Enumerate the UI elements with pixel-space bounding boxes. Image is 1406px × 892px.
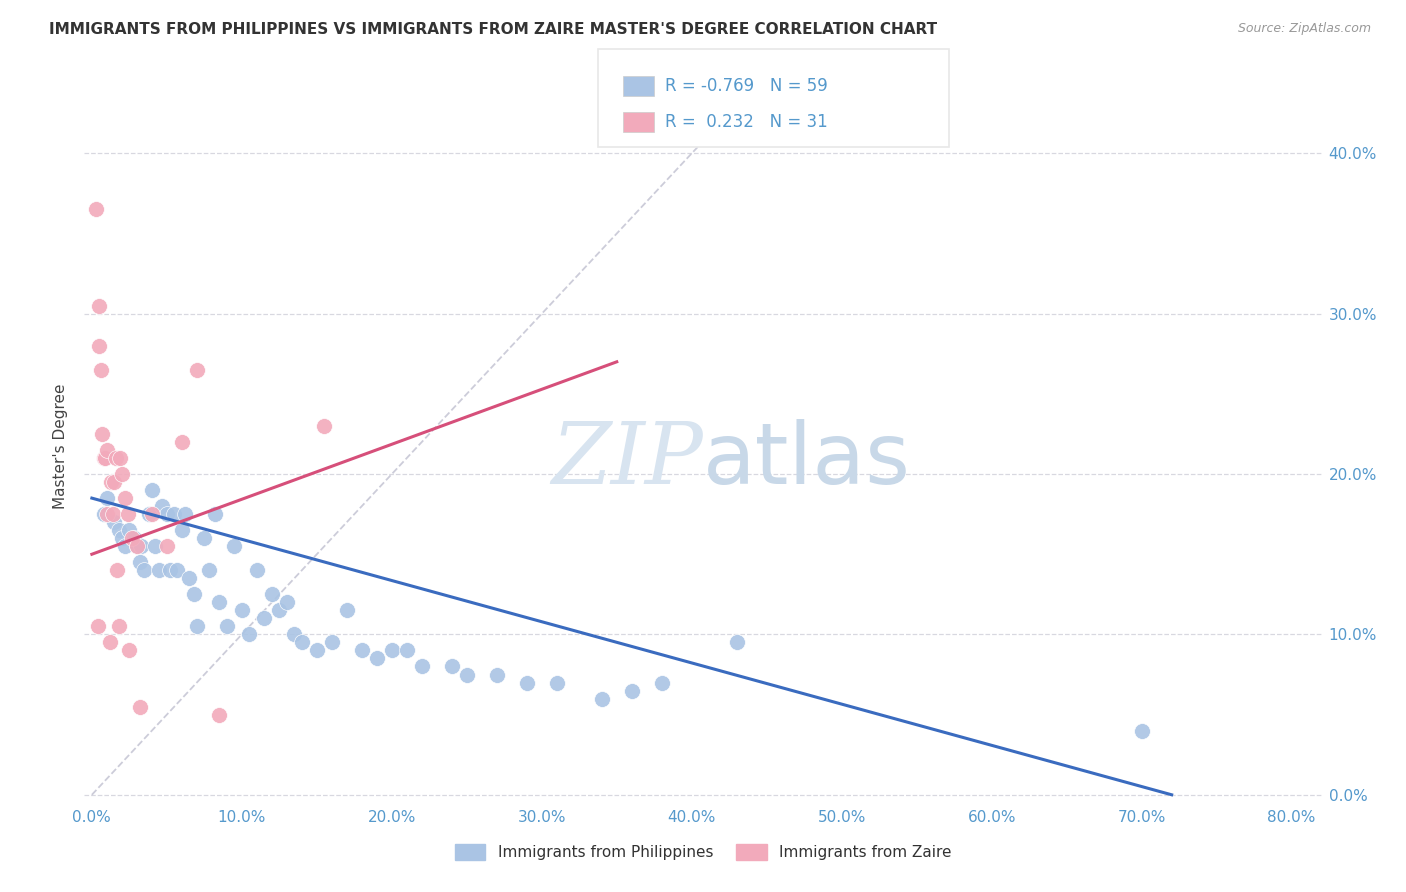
Point xyxy=(193,531,215,545)
Point xyxy=(134,563,156,577)
Point xyxy=(179,571,201,585)
Point xyxy=(110,450,132,465)
Point xyxy=(170,523,193,537)
Point xyxy=(91,427,114,442)
Point xyxy=(103,475,125,489)
Point xyxy=(105,563,128,577)
Point xyxy=(224,539,246,553)
Point xyxy=(166,563,188,577)
Point xyxy=(440,659,463,673)
Point xyxy=(163,507,186,521)
Point xyxy=(108,619,131,633)
Point xyxy=(103,515,125,529)
Point xyxy=(87,619,110,633)
Text: R = -0.769   N = 59: R = -0.769 N = 59 xyxy=(665,77,828,95)
Point xyxy=(183,587,205,601)
Point xyxy=(122,531,145,545)
Text: ZIP: ZIP xyxy=(551,419,703,501)
Text: IMMIGRANTS FROM PHILIPPINES VS IMMIGRANTS FROM ZAIRE MASTER'S DEGREE CORRELATION: IMMIGRANTS FROM PHILIPPINES VS IMMIGRANT… xyxy=(49,22,938,37)
Point xyxy=(366,651,388,665)
Point xyxy=(118,523,141,537)
Point xyxy=(381,643,404,657)
Point xyxy=(321,635,343,649)
Point xyxy=(456,667,478,681)
Point xyxy=(96,442,118,457)
Point xyxy=(94,450,117,465)
Point xyxy=(138,507,160,521)
Point xyxy=(725,635,748,649)
Point xyxy=(93,507,115,521)
Point xyxy=(125,539,148,553)
Text: atlas: atlas xyxy=(703,418,911,502)
Point xyxy=(269,603,291,617)
Point xyxy=(156,539,179,553)
Text: R =  0.232   N = 31: R = 0.232 N = 31 xyxy=(665,113,828,131)
Point xyxy=(186,619,208,633)
Point xyxy=(253,611,276,625)
Point xyxy=(143,539,166,553)
Point xyxy=(246,563,269,577)
Point xyxy=(128,555,150,569)
Point xyxy=(118,643,141,657)
Point xyxy=(96,507,118,521)
Point xyxy=(114,539,136,553)
Point xyxy=(93,450,115,465)
Point xyxy=(170,435,193,450)
Point xyxy=(591,691,613,706)
Legend: Immigrants from Philippines, Immigrants from Zaire: Immigrants from Philippines, Immigrants … xyxy=(449,838,957,866)
Point xyxy=(128,699,150,714)
Point xyxy=(651,675,673,690)
Point xyxy=(350,643,373,657)
Point xyxy=(516,675,538,690)
Point xyxy=(104,450,127,465)
Point xyxy=(485,667,508,681)
Point xyxy=(208,707,231,722)
Point xyxy=(89,339,111,353)
Point xyxy=(215,619,238,633)
Point xyxy=(156,507,179,521)
Point xyxy=(231,603,253,617)
Point xyxy=(90,363,112,377)
Point xyxy=(98,635,121,649)
Point xyxy=(121,531,143,545)
Point xyxy=(411,659,433,673)
Point xyxy=(173,507,195,521)
Point xyxy=(276,595,298,609)
Point xyxy=(117,507,139,521)
Point xyxy=(291,635,314,649)
Point xyxy=(101,507,124,521)
Point xyxy=(89,299,111,313)
Y-axis label: Master's Degree: Master's Degree xyxy=(53,384,69,508)
Point xyxy=(111,531,134,545)
Point xyxy=(186,363,208,377)
Point xyxy=(1130,723,1153,738)
Point xyxy=(283,627,305,641)
Text: Source: ZipAtlas.com: Source: ZipAtlas.com xyxy=(1237,22,1371,36)
Point xyxy=(100,475,122,489)
Point xyxy=(314,419,336,434)
Point xyxy=(159,563,181,577)
Point xyxy=(198,563,221,577)
Point xyxy=(108,523,131,537)
Point xyxy=(150,499,173,513)
Point xyxy=(336,603,359,617)
Point xyxy=(546,675,568,690)
Point xyxy=(131,539,153,553)
Point xyxy=(208,595,231,609)
Point xyxy=(305,643,328,657)
Point xyxy=(141,483,163,497)
Point xyxy=(114,491,136,505)
Point xyxy=(148,563,170,577)
Point xyxy=(125,539,148,553)
Point xyxy=(238,627,260,641)
Point xyxy=(620,683,643,698)
Point xyxy=(111,467,134,481)
Point xyxy=(395,643,418,657)
Point xyxy=(204,507,226,521)
Point xyxy=(141,507,163,521)
Point xyxy=(260,587,283,601)
Point xyxy=(86,202,108,217)
Point xyxy=(96,491,118,505)
